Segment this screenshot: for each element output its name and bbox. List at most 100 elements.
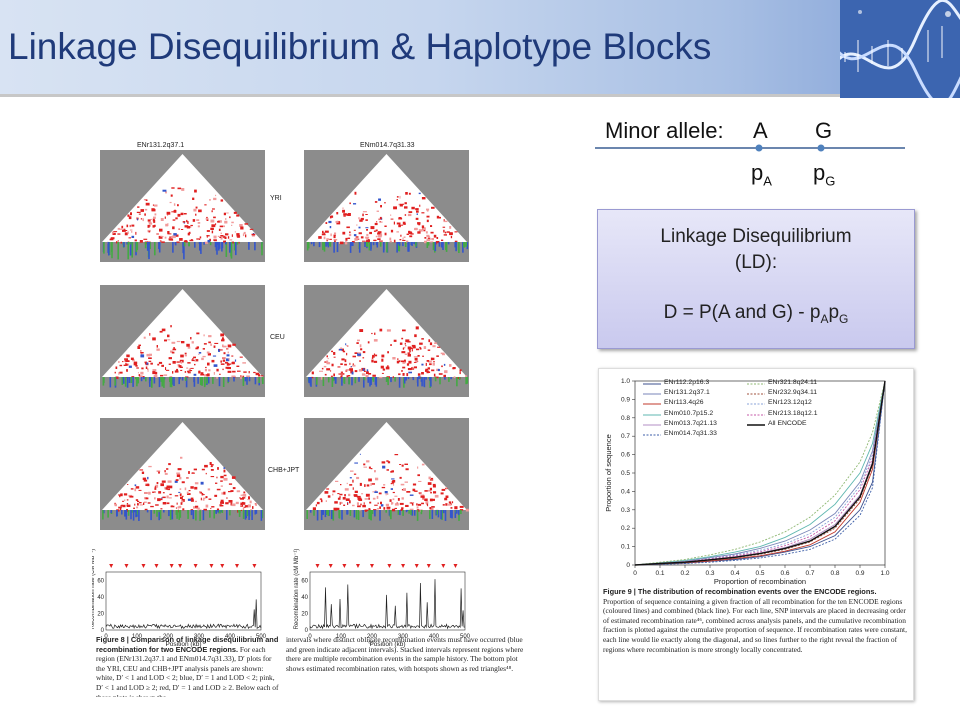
legend-swatch — [747, 393, 765, 395]
legend-entry: ENr131.2q37.1 — [664, 389, 710, 397]
hotspot-marker — [453, 564, 458, 568]
rate-y-tick: 40 — [97, 595, 104, 601]
x-tick-label: 0.8 — [830, 570, 839, 577]
figure-8-caption-right: intervals where distinct obligate recomb… — [286, 635, 524, 673]
ld-triangle — [306, 154, 467, 242]
rate-y-tick: 20 — [301, 611, 308, 617]
y-tick-label: 0.1 — [621, 544, 630, 551]
y-tick-label: 0.5 — [621, 470, 630, 477]
y-tick-label: 0.6 — [621, 452, 630, 459]
recombination-interval-strip — [102, 242, 263, 260]
legend-entry: All ENCODE — [768, 419, 807, 427]
rate-y-label: Recombination rate (cM Mb⁻¹) — [294, 549, 300, 630]
hotspot-marker — [109, 564, 114, 568]
hotspot-marker — [441, 564, 446, 568]
legend-swatch — [643, 414, 661, 416]
slide-header — [0, 0, 960, 96]
hotspot-marker — [328, 564, 333, 568]
series-line-enr112-2p16-3 — [634, 380, 886, 566]
rate-y-tick: 0 — [305, 628, 309, 634]
rate-y-tick: 20 — [97, 611, 104, 617]
ld-triangle — [102, 422, 263, 510]
legend-swatch — [747, 383, 765, 385]
hotspot-marker — [315, 564, 320, 568]
y-tick-label: 0.2 — [621, 525, 630, 532]
rate-plot-frame — [105, 571, 262, 631]
recombination-interval-strip — [306, 510, 462, 521]
recombination-rate-line — [105, 599, 262, 630]
figure-8-ld-comparison: ENr131.2q37.1 ENm014.7q31.33 YRI CEU CHB… — [92, 132, 537, 698]
ld-blocks — [114, 325, 264, 380]
rate-x-tick: 0 — [104, 634, 108, 640]
recombination-rate-line — [309, 579, 466, 630]
x-tick-label: 0.6 — [780, 570, 789, 577]
legend-entry: ENr113.4q26 — [664, 399, 704, 407]
x-tick-label: 1.0 — [880, 570, 889, 577]
hotspot-marker — [387, 564, 392, 568]
population-label-yri: YRI — [270, 195, 282, 202]
rate-x-tick: 500 — [256, 634, 267, 640]
legend-entry: ENm010.7p15.2 — [664, 409, 714, 417]
legend-swatch — [643, 383, 661, 385]
allele-a-label: A — [753, 118, 768, 143]
x-tick-label: 0.1 — [655, 570, 664, 577]
panel-right-title: ENm014.7q31.33 — [360, 142, 415, 149]
locus-g-marker — [817, 144, 825, 152]
legend-entry: ENr112.2p16.3 — [664, 379, 710, 386]
ld-title-line2: (LD): — [734, 252, 778, 273]
recombination-interval-strip — [102, 377, 264, 388]
legend-swatch — [643, 434, 661, 436]
rate-y-tick: 40 — [301, 595, 308, 601]
series-line-enr321-8q24-11 — [634, 380, 886, 566]
y-tick-label: 0.4 — [621, 488, 630, 495]
hotspot-marker — [220, 564, 225, 568]
figure-8-caption-left: Figure 8 | Comparison of linkage disequi… — [96, 635, 279, 697]
series-line-enm010-7p15-2 — [634, 380, 886, 566]
hotspot-triangles — [109, 564, 257, 568]
ld-formula: D = P(A and G) - pApG — [663, 302, 849, 326]
ld-definition-box: Linkage Disequilibrium (LD): D = P(A and… — [597, 209, 915, 349]
y-tick-label: 1.0 — [621, 378, 630, 385]
recombination-interval-strip — [306, 242, 469, 253]
hotspot-marker — [209, 564, 214, 568]
legend-swatch — [747, 403, 765, 405]
y-tick-label: 0 — [626, 562, 630, 569]
hotspot-marker — [426, 564, 431, 568]
series-line-enr113-4q26 — [634, 380, 886, 566]
hotspot-marker — [141, 564, 146, 568]
x-tick-label: 0.4 — [730, 570, 739, 577]
legend-entry: ENm013.7q21.13 — [664, 419, 717, 427]
rate-x-tick: 500 — [460, 634, 471, 640]
plot-frame — [634, 380, 886, 566]
rate-y-tick: 60 — [301, 578, 308, 584]
y-tick-label: 0.3 — [621, 507, 630, 514]
x-tick-label: 0.7 — [805, 570, 814, 577]
legend-entry: ENm014.7q31.33 — [664, 430, 717, 437]
hotspot-marker — [235, 564, 240, 568]
legend-swatch — [747, 423, 765, 426]
rate-x-tick: 200 — [367, 634, 378, 640]
y-axis-label: Proportion of sequence — [604, 434, 613, 512]
x-tick-label: 0 — [633, 570, 637, 577]
hotspot-triangles — [315, 564, 458, 568]
x-tick-label: 0.9 — [855, 570, 864, 577]
ld-triangle — [102, 154, 263, 242]
hotspot-marker — [342, 564, 347, 568]
legend-entry: ENr123.12q12 — [768, 399, 812, 407]
rate-plot-frame — [309, 571, 466, 631]
y-tick-label: 0.7 — [621, 433, 630, 440]
series-line-enm014-7q31-33 — [634, 380, 886, 566]
hotspot-marker — [178, 564, 183, 568]
recombination-interval-strip — [102, 510, 264, 521]
x-tick-label: 0.2 — [680, 570, 689, 577]
rate-y-tick: 60 — [97, 578, 104, 584]
population-label-chb-jpt: CHB+JPT — [268, 467, 300, 474]
hotspot-marker — [369, 564, 374, 568]
legend-swatch — [643, 393, 661, 395]
series-line-enr123-12q12 — [634, 380, 886, 566]
hotspot-marker — [414, 564, 419, 568]
series-line-all-encode — [634, 380, 886, 566]
legend-entry: ENr213.18q12.1 — [768, 409, 818, 417]
hotspot-marker — [124, 564, 129, 568]
